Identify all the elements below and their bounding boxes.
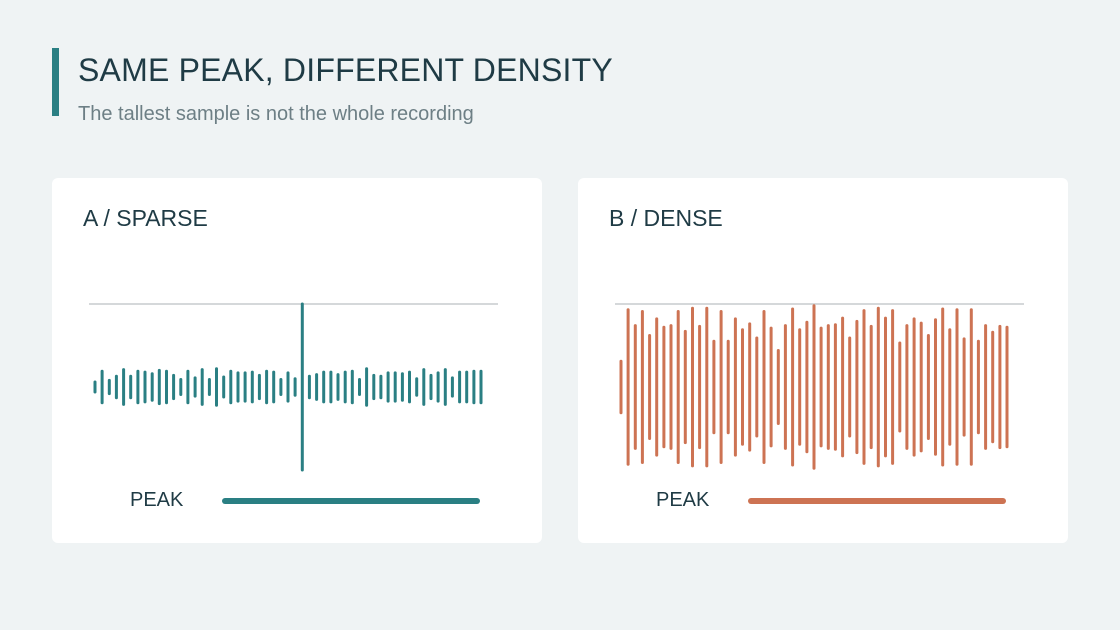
panel-sparse: A / SPARSE PEAK — [52, 178, 542, 543]
page-subtitle: The tallest sample is not the whole reco… — [78, 103, 474, 125]
panel-title: A / SPARSE — [83, 205, 208, 231]
title-accent-bar — [52, 48, 59, 116]
peak-label: PEAK — [130, 489, 184, 511]
peak-meter-bar — [748, 498, 1006, 504]
waveform-chart-dense — [615, 303, 1024, 470]
waveform-bars — [93, 302, 483, 472]
panel-dense: B / DENSE PEAK — [578, 178, 1068, 543]
peak-label: PEAK — [656, 489, 710, 511]
page-title: SAME PEAK, DIFFERENT DENSITY — [78, 52, 613, 88]
waveform-chart-sparse — [89, 302, 498, 472]
peak-meter-bar — [222, 498, 480, 504]
waveform-bars — [619, 304, 1009, 470]
panel-title: B / DENSE — [609, 205, 723, 231]
